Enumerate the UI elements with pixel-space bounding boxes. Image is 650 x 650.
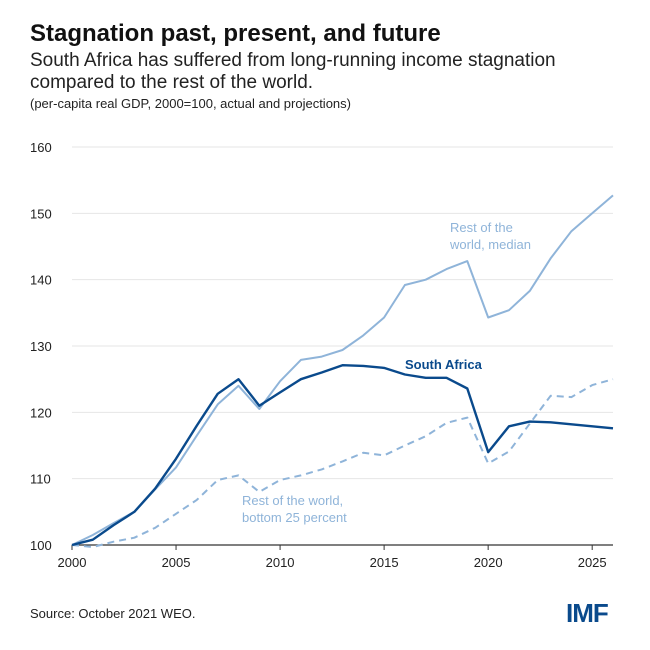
series-label: Rest of the world, [242, 493, 343, 508]
series-label: world, median [449, 237, 531, 252]
y-tick-label: 130 [30, 339, 52, 354]
y-tick-label: 150 [30, 206, 52, 221]
y-tick-label: 110 [30, 472, 51, 487]
source-note: Source: October 2021 WEO. [30, 606, 196, 621]
series-label: bottom 25 percent [242, 510, 347, 525]
chart-subtitle: South Africa has suffered from long-runn… [30, 50, 556, 93]
chart-title: Stagnation past, present, and future [30, 20, 441, 47]
series-line-bottom-25 [71, 378, 614, 548]
x-tick-label: 2000 [58, 555, 87, 570]
series-label: Rest of the [450, 220, 513, 235]
series-line-south-africa [71, 364, 614, 547]
y-tick-label: 120 [30, 405, 52, 420]
series-label: South Africa [405, 357, 483, 372]
x-tick-label: 2025 [578, 555, 607, 570]
x-tick-label: 2015 [370, 555, 399, 570]
x-tick-label: 2010 [266, 555, 295, 570]
chart-units-note: (per-capita real GDP, 2000=100, actual a… [30, 96, 351, 111]
x-tick-label: 2005 [162, 555, 191, 570]
y-tick-label: 100 [30, 538, 52, 553]
x-tick-label: 2020 [474, 555, 503, 570]
y-tick-label: 140 [30, 273, 52, 288]
imf-logo: IMF [566, 598, 609, 628]
series-line-median [71, 194, 614, 546]
y-tick-label: 160 [30, 140, 52, 155]
